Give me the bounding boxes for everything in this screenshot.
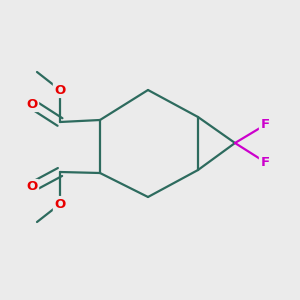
Text: O: O	[26, 98, 38, 110]
Text: O: O	[54, 197, 66, 211]
Text: O: O	[26, 181, 38, 194]
Text: O: O	[54, 83, 66, 97]
Text: F: F	[260, 118, 270, 131]
Text: F: F	[260, 155, 270, 169]
